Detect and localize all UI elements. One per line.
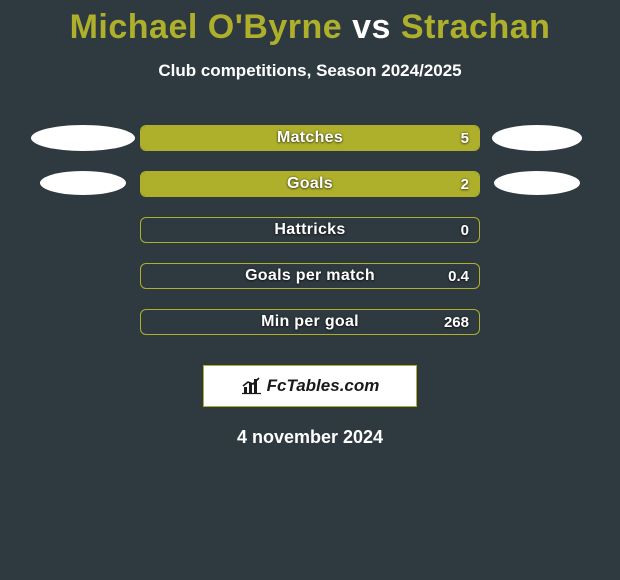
decorative-ellipse <box>31 125 135 151</box>
logo-box: FcTables.com <box>203 365 417 407</box>
right-column <box>482 125 592 335</box>
stat-label: Matches <box>277 129 343 147</box>
stat-value: 5 <box>461 130 469 147</box>
title-vs: vs <box>342 8 401 46</box>
stat-bar: Goals per match 0.4 <box>140 263 480 289</box>
stat-label: Goals per match <box>245 267 375 285</box>
stat-bar: Matches 5 <box>140 125 480 151</box>
title-player2: Strachan <box>401 8 551 46</box>
subtitle: Club competitions, Season 2024/2025 <box>0 61 620 81</box>
decorative-ellipse <box>40 171 126 195</box>
stat-value: 2 <box>461 176 469 193</box>
logo-text: FcTables.com <box>267 376 380 396</box>
stat-bar: Min per goal 268 <box>140 309 480 335</box>
decorative-ellipse <box>494 171 580 195</box>
stat-label: Hattricks <box>274 221 345 239</box>
stat-value: 0 <box>461 222 469 239</box>
stat-bar: Hattricks 0 <box>140 217 480 243</box>
stat-label: Goals <box>287 175 333 193</box>
bar-chart-icon <box>241 377 263 395</box>
title-player1: Michael O'Byrne <box>70 8 343 46</box>
decorative-ellipse <box>492 125 582 151</box>
page-title: Michael O'Byrne vs Strachan <box>0 8 620 47</box>
date-text: 4 november 2024 <box>0 427 620 448</box>
stat-value: 0.4 <box>448 268 469 285</box>
infographic-container: Michael O'Byrne vs Strachan Club competi… <box>0 0 620 580</box>
stats-section: Matches 5 Goals 2 Hattricks 0 Goals per match 0… <box>0 125 620 335</box>
left-column <box>28 125 138 335</box>
stat-label: Min per goal <box>261 313 359 331</box>
center-column: Matches 5 Goals 2 Hattricks 0 Goals per match 0… <box>138 125 482 335</box>
stat-bar: Goals 2 <box>140 171 480 197</box>
stat-value: 268 <box>444 314 469 331</box>
